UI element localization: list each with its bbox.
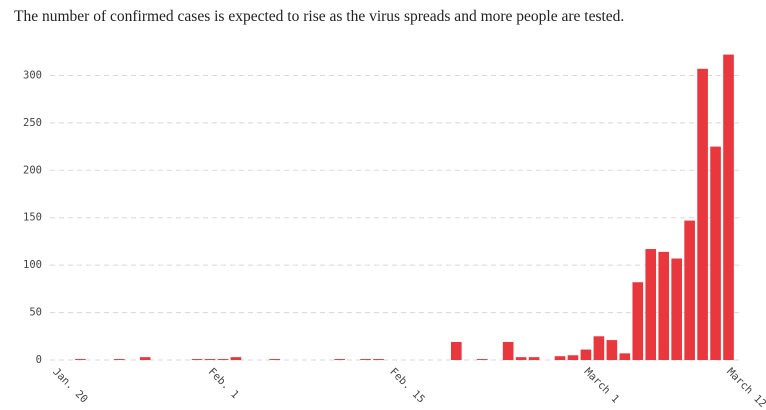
bar xyxy=(658,251,670,360)
bar xyxy=(373,359,384,360)
x-tick-label: Feb. 15 xyxy=(387,366,427,406)
bar xyxy=(450,341,462,360)
bar xyxy=(75,359,86,360)
bar xyxy=(632,282,644,360)
bar xyxy=(567,355,579,360)
bar xyxy=(515,357,527,360)
bar xyxy=(334,359,345,360)
chart-title: The number of confirmed cases is expecte… xyxy=(14,8,624,25)
bar xyxy=(502,341,514,360)
bar xyxy=(723,54,734,360)
y-tick-label: 0 xyxy=(36,354,42,366)
x-tick-label: March 1 xyxy=(582,366,622,406)
y-tick-label: 50 xyxy=(29,307,42,319)
bar xyxy=(593,336,605,360)
bar xyxy=(697,68,708,360)
bar xyxy=(528,357,540,360)
bar xyxy=(191,359,203,360)
x-tick-label: Jan. 20 xyxy=(50,366,90,406)
bar xyxy=(139,357,151,360)
bar xyxy=(360,359,371,360)
bar xyxy=(476,359,488,360)
y-tick-label: 200 xyxy=(23,164,42,176)
bar xyxy=(580,349,592,360)
x-tick-label: Feb. 1 xyxy=(206,366,241,401)
x-tick-label: March 12 xyxy=(724,366,766,410)
bar xyxy=(269,359,281,360)
bar xyxy=(645,249,657,360)
bar xyxy=(619,353,631,360)
bar xyxy=(230,357,242,360)
bar xyxy=(204,359,216,360)
bar xyxy=(217,359,229,360)
y-tick-label: 150 xyxy=(23,212,42,224)
bar xyxy=(710,146,721,360)
bar xyxy=(606,340,618,360)
y-tick-label: 250 xyxy=(23,117,42,129)
bar xyxy=(671,258,682,360)
bar xyxy=(684,220,695,360)
bar xyxy=(113,359,125,360)
bar xyxy=(554,356,566,360)
y-tick-label: 100 xyxy=(23,259,42,271)
y-tick-label: 300 xyxy=(23,69,42,81)
